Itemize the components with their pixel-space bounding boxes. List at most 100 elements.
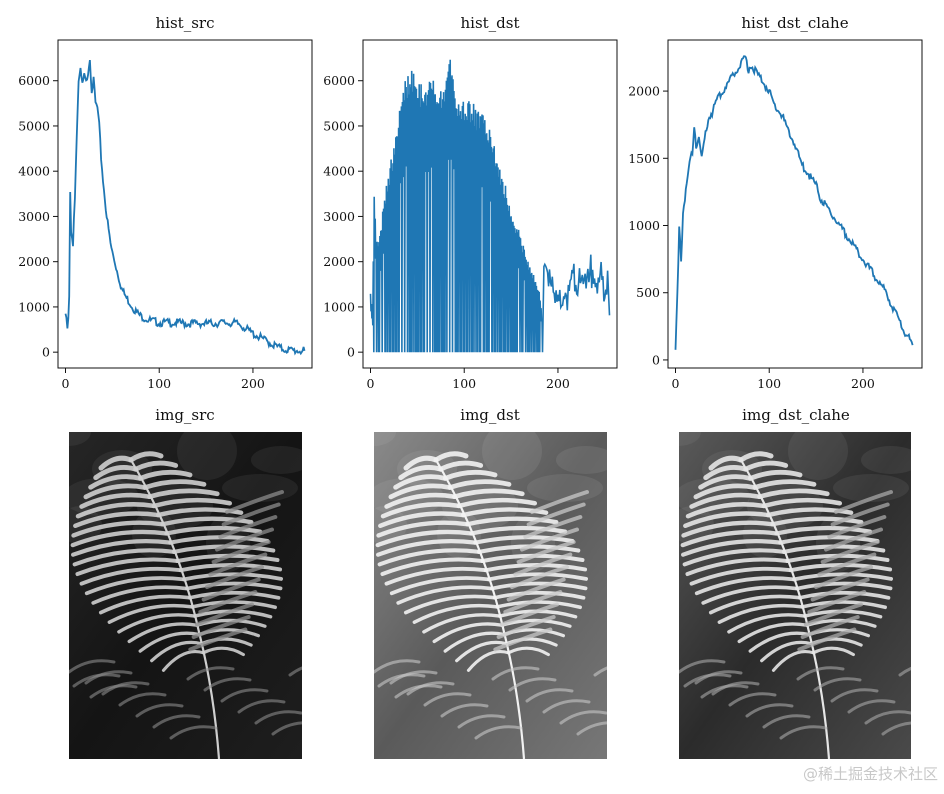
fern-leaflet-secondary bbox=[523, 515, 583, 539]
fern-leaflet-secondary bbox=[191, 615, 251, 639]
fern-leaflet bbox=[506, 646, 550, 657]
y-tick-label: 4000 bbox=[18, 164, 50, 179]
fern-leaflet-secondary bbox=[513, 552, 573, 577]
fern-foreground bbox=[474, 725, 523, 740]
fern-leaflet bbox=[717, 603, 805, 624]
fern-foreground bbox=[186, 666, 235, 681]
x-tick-label: 100 bbox=[147, 376, 171, 391]
img-dst-clahe-panel bbox=[679, 432, 911, 759]
fern-leaflet bbox=[727, 613, 807, 634]
fern-leaflet bbox=[128, 451, 164, 463]
fern-foreground bbox=[525, 688, 574, 703]
fern-leaflet bbox=[138, 631, 201, 653]
y-tick-label: 500 bbox=[636, 285, 660, 300]
fern-leaflet bbox=[117, 613, 197, 634]
y-tick-label: 0 bbox=[42, 345, 50, 360]
fern-leaflet bbox=[376, 539, 478, 557]
fern-leaflet-secondary bbox=[804, 602, 863, 627]
fern-leaflet-secondary bbox=[817, 552, 877, 577]
fern-leaflet bbox=[93, 465, 139, 481]
fern-leaflet-secondary bbox=[797, 627, 857, 652]
fern-leaflet bbox=[447, 479, 512, 490]
fern-leaflet-secondary bbox=[530, 490, 589, 514]
fern-foreground bbox=[118, 692, 167, 707]
fern-leaflet bbox=[490, 581, 588, 591]
fern-foreground bbox=[745, 703, 794, 718]
fern-leaflet bbox=[683, 511, 771, 529]
fern-leaflet bbox=[452, 488, 525, 500]
y-tick-label: 2000 bbox=[323, 254, 355, 269]
y-tick-label: 5000 bbox=[323, 118, 355, 133]
fern-leaflet bbox=[396, 585, 494, 605]
foliage-blur bbox=[861, 446, 911, 474]
fern-leaflet bbox=[389, 576, 491, 596]
fern-leaflet bbox=[760, 640, 813, 663]
fern-leaflet bbox=[693, 483, 758, 500]
foliage-blur bbox=[69, 432, 91, 446]
fern-foreground bbox=[406, 681, 455, 696]
chart-title: hist_src bbox=[156, 14, 215, 32]
fern-leaflet bbox=[422, 613, 502, 634]
fern-foreground bbox=[779, 725, 828, 740]
fern-leaflet-secondary bbox=[820, 540, 880, 564]
x-tick-label: 0 bbox=[62, 376, 70, 391]
fern-leaflet bbox=[185, 581, 283, 591]
foliage-blur bbox=[679, 432, 701, 446]
fern-leaflet bbox=[127, 622, 199, 644]
fern-leaflet-secondary bbox=[824, 527, 883, 552]
fern-leaflet bbox=[84, 576, 186, 596]
series-line bbox=[674, 55, 914, 350]
y-tick-label: 0 bbox=[347, 345, 355, 360]
fern-leaflet bbox=[380, 502, 462, 519]
fern-leaflet bbox=[75, 502, 157, 519]
fern-foreground bbox=[711, 681, 760, 696]
fern-leaflet-secondary bbox=[510, 565, 569, 589]
series-line bbox=[369, 59, 611, 353]
fern-foreground bbox=[203, 677, 252, 692]
fern-foreground bbox=[457, 714, 506, 729]
fern-leaflet-secondary bbox=[201, 577, 261, 602]
fern-leaflet bbox=[708, 594, 802, 615]
fern-leaflet bbox=[748, 631, 811, 653]
img-src-panel bbox=[69, 432, 302, 759]
fern-leaflet bbox=[465, 516, 559, 527]
fern-leaflet bbox=[694, 576, 796, 596]
fern-leaflet bbox=[701, 585, 799, 605]
series-line bbox=[64, 59, 306, 356]
fern-leaflet bbox=[70, 529, 169, 548]
fern-leaflet-secondary bbox=[827, 515, 887, 539]
fern-leaflet bbox=[738, 451, 774, 463]
y-tick-label: 4000 bbox=[323, 164, 355, 179]
y-tick-label: 6000 bbox=[18, 73, 50, 88]
fern-leaflet bbox=[689, 566, 793, 586]
fern-foreground bbox=[830, 688, 879, 703]
fern-leaflet bbox=[380, 557, 485, 576]
fern-leaflet bbox=[75, 557, 180, 576]
fern-leaflet bbox=[681, 520, 775, 538]
fern-leaflet bbox=[761, 497, 843, 509]
fern-leaflet-secondary bbox=[195, 602, 254, 627]
fern-leaflet bbox=[107, 603, 195, 624]
x-tick-label: 200 bbox=[546, 376, 570, 391]
foliage-blur bbox=[482, 432, 542, 480]
fern-leaflet-secondary bbox=[830, 502, 890, 527]
fern-leaflet-secondary bbox=[225, 490, 284, 514]
fern-leaflet bbox=[770, 516, 864, 527]
fern-foreground bbox=[84, 670, 133, 685]
fern-foreground bbox=[389, 670, 438, 685]
y-tick-label: 1500 bbox=[628, 151, 660, 166]
watermark-text: @稀土掘金技术社区 bbox=[802, 765, 938, 783]
fern-foreground bbox=[762, 714, 811, 729]
fern-leaflet bbox=[388, 483, 453, 500]
axes-frame bbox=[57, 39, 313, 369]
foliage-blur bbox=[177, 432, 237, 480]
fern-leaflet bbox=[708, 455, 744, 471]
fern-leaflet-secondary bbox=[218, 515, 278, 539]
y-tick-label: 6000 bbox=[323, 73, 355, 88]
fern-leaflet bbox=[747, 469, 803, 481]
fern-leaflet bbox=[190, 600, 277, 610]
fern-leaflet bbox=[433, 451, 469, 463]
fern-leaflet bbox=[681, 539, 783, 557]
y-tick-label: 1000 bbox=[628, 218, 660, 233]
y-tick-label: 1000 bbox=[18, 299, 50, 314]
